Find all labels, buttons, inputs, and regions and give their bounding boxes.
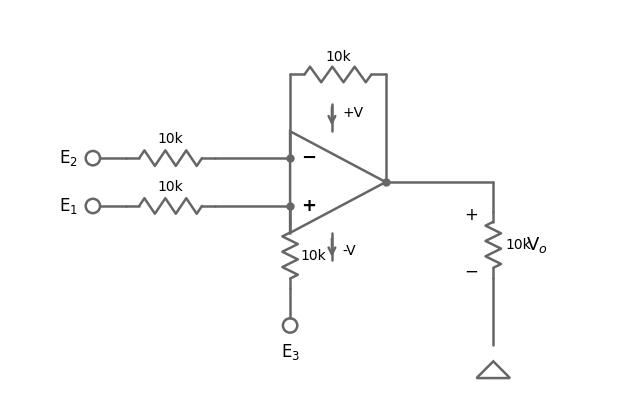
- Text: E$_2$: E$_2$: [59, 148, 78, 168]
- Text: E$_3$: E$_3$: [281, 342, 300, 362]
- Text: E$_1$: E$_1$: [59, 196, 78, 216]
- Text: 10k: 10k: [325, 50, 351, 64]
- Text: 10k: 10k: [158, 180, 183, 194]
- Text: −: −: [465, 263, 479, 281]
- Text: −: −: [301, 149, 316, 167]
- Text: +: +: [301, 197, 316, 215]
- Text: +V: +V: [343, 106, 364, 120]
- Text: +: +: [465, 206, 479, 224]
- Text: 10k: 10k: [506, 238, 531, 252]
- Text: -V: -V: [343, 244, 356, 258]
- Text: 10k: 10k: [158, 132, 183, 146]
- Text: V$_o$: V$_o$: [526, 235, 548, 255]
- Text: 10k: 10k: [301, 249, 327, 262]
